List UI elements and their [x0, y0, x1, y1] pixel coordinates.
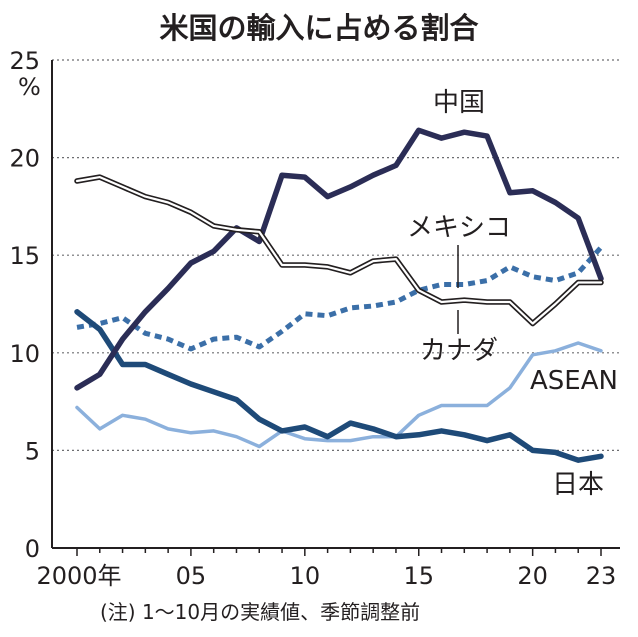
y-tick-label: 10: [9, 340, 40, 368]
x-tick-label: 23: [586, 562, 617, 590]
chart-title: 米国の輸入に占める割合: [159, 11, 478, 45]
series-label-china: 中国: [433, 88, 485, 118]
series-line: [74, 309, 604, 463]
series-カナダ: [74, 174, 604, 327]
x-tick-label: 05: [176, 562, 207, 590]
series-メキシコ: [76, 245, 603, 352]
footnote: (注) 1～10月の実績値、季節調整前: [100, 600, 420, 624]
series-line: [75, 341, 603, 449]
series-label-japan: 日本: [552, 470, 604, 500]
x-tick-label: 15: [403, 562, 434, 590]
x-axis: 2000年 05 10 15 20 23: [36, 548, 616, 590]
x-tick-label: 10: [290, 562, 321, 590]
series-line: [76, 245, 603, 352]
y-tick-label: 25: [9, 47, 40, 75]
series-label-mexico: メキシコ: [407, 213, 511, 243]
y-tick-label: 15: [9, 242, 40, 270]
y-tick-label: 0: [25, 535, 40, 563]
series-日本: [74, 309, 604, 463]
series-line: [74, 127, 604, 391]
series-label-asean: ASEAN: [530, 366, 618, 396]
y-axis-unit: %: [18, 73, 41, 101]
series-中国: [74, 127, 604, 391]
y-tick-label: 5: [25, 437, 40, 465]
series-lines: [74, 127, 604, 463]
series-line-inner: [75, 176, 603, 325]
gridlines: [51, 59, 620, 549]
series-ASEAN: [75, 341, 603, 449]
y-axis-ticks: 0 5 10 15 20 25: [9, 47, 40, 563]
x-tick-label: 2000年: [36, 562, 121, 590]
series-label-canada: カナダ: [420, 336, 498, 366]
y-tick-label: 20: [9, 145, 40, 173]
x-tick-label: 20: [517, 562, 548, 590]
